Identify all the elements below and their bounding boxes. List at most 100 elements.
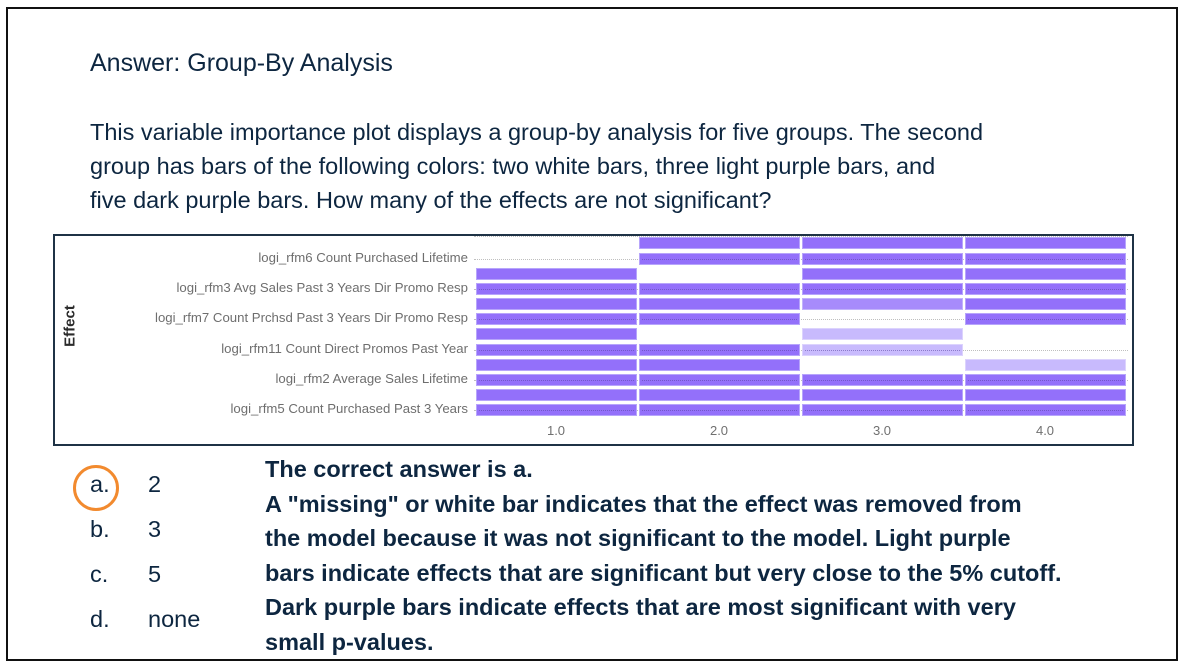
effect-label: logi_rfm11 Count Direct Promos Past Year bbox=[221, 341, 468, 356]
explanation-line: The correct answer is a. bbox=[265, 456, 533, 482]
importance-bar-dark bbox=[639, 344, 800, 356]
bar-dotted-line bbox=[479, 319, 634, 320]
importance-bar-medium bbox=[802, 298, 963, 310]
explanation-line: Dark purple bars indicate effects that a… bbox=[265, 594, 1016, 620]
importance-bar-dark bbox=[639, 359, 800, 371]
effect-label: logi_rfm6 Count Purchased Lifetime bbox=[258, 250, 468, 265]
importance-bar-dark bbox=[639, 374, 800, 386]
x-tick: 4.0 bbox=[1035, 423, 1055, 438]
importance-bar-dark bbox=[965, 404, 1126, 416]
importance-bar-light bbox=[965, 359, 1126, 371]
importance-bar-dark bbox=[802, 237, 963, 249]
importance-bar-dark bbox=[476, 328, 637, 340]
importance-bar-dark bbox=[476, 268, 637, 280]
option-letter: b. bbox=[90, 516, 110, 542]
bar-dotted-line bbox=[642, 259, 797, 260]
effect-label: logi_rfm7 Count Prchsd Past 3 Years Dir … bbox=[155, 310, 468, 325]
importance-bar-dark bbox=[639, 298, 800, 310]
importance-bar-light bbox=[802, 328, 963, 340]
importance-bar-dark bbox=[802, 268, 963, 280]
effect-label: logi_rfm2 Average Sales Lifetime bbox=[275, 371, 468, 386]
question-text: This variable importance plot displays a… bbox=[90, 115, 1130, 217]
bar-dotted-line bbox=[805, 350, 960, 351]
bar-dotted-line bbox=[479, 289, 634, 290]
importance-bar-light bbox=[802, 344, 963, 356]
importance-bar-dark bbox=[476, 359, 637, 371]
bar-dotted-line bbox=[805, 259, 960, 260]
importance-bar-dark bbox=[639, 283, 800, 295]
importance-bar-dark bbox=[965, 237, 1126, 249]
importance-bar-dark bbox=[802, 374, 963, 386]
effect-reference-line bbox=[474, 350, 1128, 351]
question-line: five dark purple bars. How many of the e… bbox=[90, 187, 772, 213]
x-tick: 1.0 bbox=[546, 423, 566, 438]
gridline bbox=[474, 236, 1128, 237]
importance-bar-dark bbox=[476, 313, 637, 325]
importance-bar-dark bbox=[639, 237, 800, 249]
bar-dotted-line bbox=[968, 319, 1123, 320]
option-letter: c. bbox=[90, 561, 109, 587]
importance-bar-dark bbox=[639, 253, 800, 265]
importance-bar-dark bbox=[965, 374, 1126, 386]
importance-bar-dark bbox=[802, 253, 963, 265]
importance-bar-dark bbox=[476, 283, 637, 295]
bar-dotted-line bbox=[642, 380, 797, 381]
importance-bar-dark bbox=[476, 344, 637, 356]
option-value: 2 bbox=[148, 471, 162, 497]
importance-bar-dark bbox=[476, 389, 637, 401]
bar-dotted-line bbox=[968, 259, 1123, 260]
bar-dotted-line bbox=[968, 410, 1123, 411]
bar-dotted-line bbox=[642, 289, 797, 290]
bar-dotted-line bbox=[805, 410, 960, 411]
importance-bar-dark bbox=[965, 268, 1126, 280]
importance-bar-dark bbox=[476, 298, 637, 310]
option-letter: d. bbox=[90, 606, 110, 632]
option-value: none bbox=[148, 606, 201, 632]
importance-bar-dark bbox=[802, 283, 963, 295]
importance-bar-dark bbox=[965, 253, 1126, 265]
question-line: group has bars of the following colors: … bbox=[90, 153, 936, 179]
x-tick: 3.0 bbox=[872, 423, 892, 438]
bar-dotted-line bbox=[968, 380, 1123, 381]
bar-dotted-line bbox=[642, 410, 797, 411]
importance-bar-dark bbox=[965, 313, 1126, 325]
importance-bar-dark bbox=[476, 404, 637, 416]
bar-dotted-line bbox=[479, 410, 634, 411]
option-letter: a. bbox=[90, 471, 110, 497]
slide-title: Answer: Group-By Analysis bbox=[90, 49, 393, 77]
bar-dotted-line bbox=[805, 380, 960, 381]
effect-reference-line bbox=[474, 410, 1128, 411]
importance-bar-dark bbox=[802, 389, 963, 401]
explanation-line: the model because it was not significant… bbox=[265, 525, 1011, 551]
importance-bar-dark bbox=[965, 389, 1126, 401]
effect-label: logi_rfm3 Avg Sales Past 3 Years Dir Pro… bbox=[176, 280, 469, 295]
option-value: 5 bbox=[148, 561, 162, 587]
answer-explanation: The correct answer is a. A "missing" or … bbox=[265, 452, 1062, 659]
effect-reference-line bbox=[474, 259, 1128, 260]
y-axis-label: Effect bbox=[61, 305, 79, 347]
importance-bar-dark bbox=[476, 374, 637, 386]
option-value: 3 bbox=[148, 516, 162, 542]
effect-label: logi_rfm5 Count Purchased Past 3 Years bbox=[230, 401, 468, 416]
importance-bar-dark bbox=[965, 283, 1126, 295]
explanation-line: bars indicate effects that are significa… bbox=[265, 559, 1062, 586]
x-tick: 2.0 bbox=[709, 423, 729, 438]
bar-dotted-line bbox=[479, 380, 634, 381]
bar-dotted-line bbox=[642, 350, 797, 351]
importance-bar-dark bbox=[802, 404, 963, 416]
importance-bar-dark bbox=[639, 389, 800, 401]
bar-dotted-line bbox=[805, 289, 960, 290]
question-line: This variable importance plot displays a… bbox=[90, 119, 984, 145]
selected-answer-highlight-circle bbox=[73, 465, 119, 511]
importance-bar-dark bbox=[965, 298, 1126, 310]
effect-reference-line bbox=[474, 319, 1128, 320]
importance-bar-dark bbox=[639, 313, 800, 325]
explanation-line: A "missing" or white bar indicates that … bbox=[265, 490, 1022, 517]
bar-dotted-line bbox=[642, 319, 797, 320]
importance-bar-dark bbox=[639, 404, 800, 416]
explanation-line: small p-values. bbox=[265, 628, 434, 655]
bar-dotted-line bbox=[479, 350, 634, 351]
bar-dotted-line bbox=[968, 289, 1123, 290]
effect-reference-line bbox=[474, 289, 1128, 290]
effect-reference-line bbox=[474, 380, 1128, 381]
